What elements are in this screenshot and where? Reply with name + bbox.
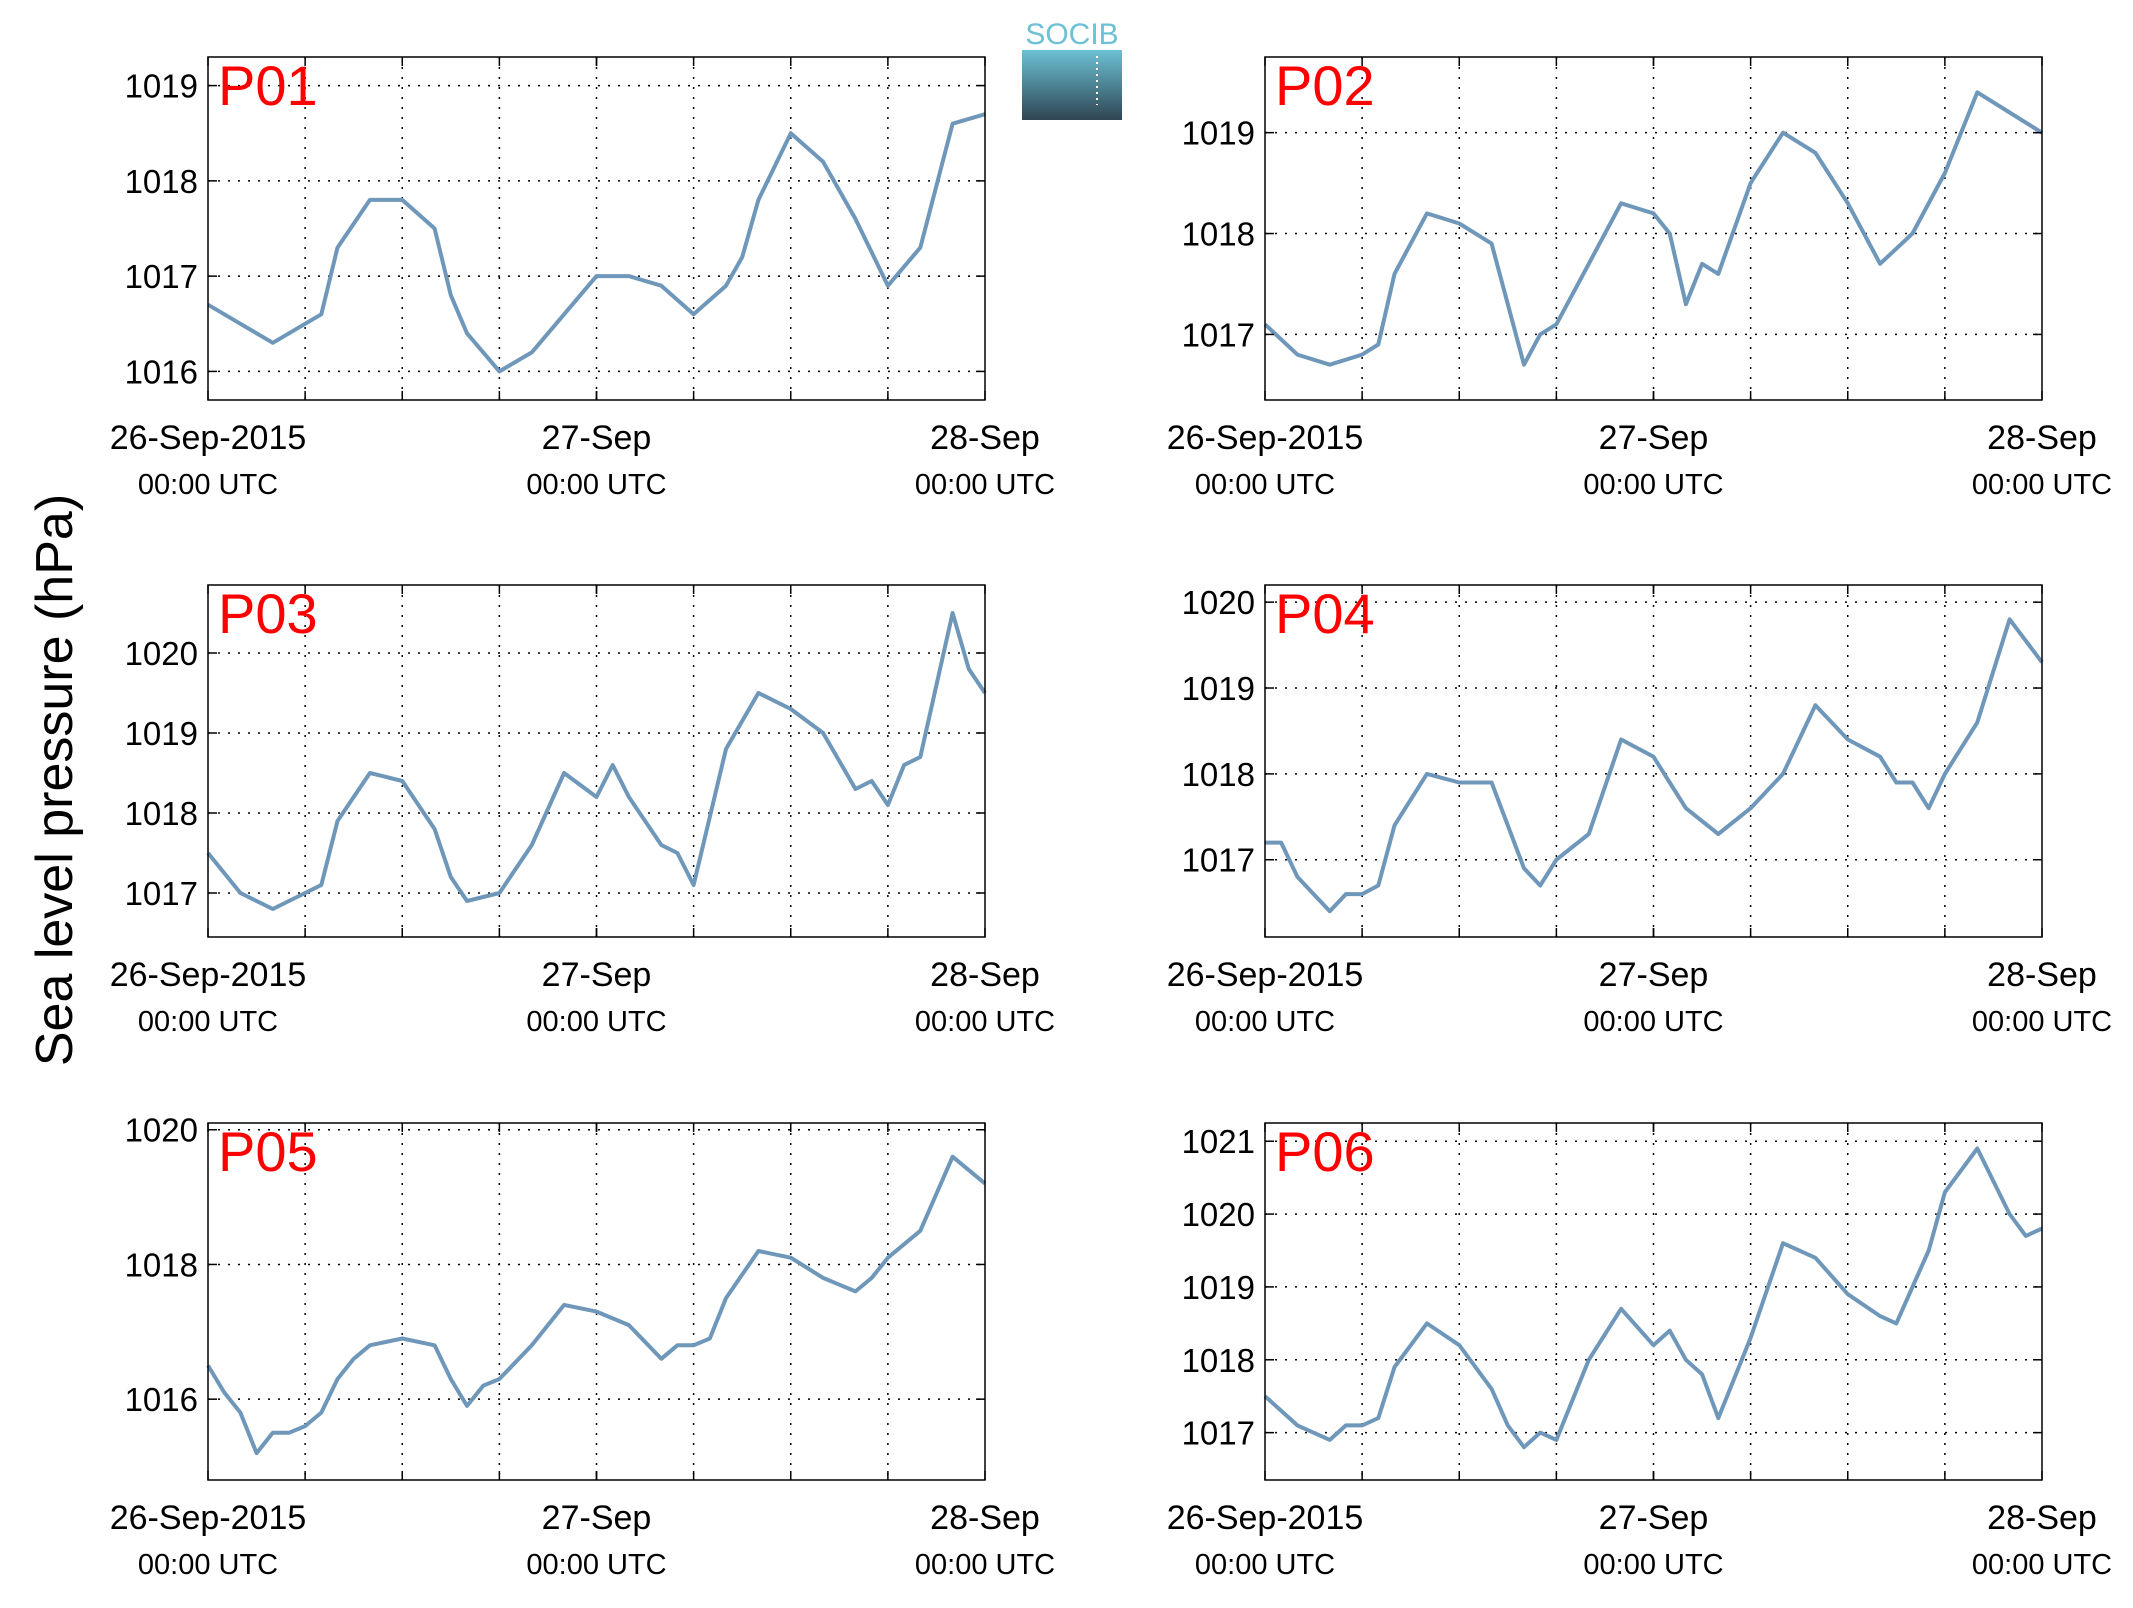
x-tick-time-label: 00:00 UTC — [1195, 1006, 1335, 1038]
x-tick-date-label: 27-Sep — [542, 419, 652, 457]
x-tick-date-label: 27-Sep — [1599, 419, 1709, 457]
logo-block — [1022, 50, 1122, 120]
pressure-series-line — [206, 1154, 987, 1456]
logo-text: SOCIB — [1025, 18, 1118, 51]
x-tick-time-label: 00:00 UTC — [526, 1549, 666, 1581]
y-tick-label: 1018 — [125, 795, 198, 832]
y-tick-label: 1016 — [125, 1381, 198, 1418]
x-tick-time-label: 00:00 UTC — [1583, 1549, 1723, 1581]
x-tick-date-label: 28-Sep — [930, 956, 1040, 994]
axes-frame — [207, 584, 986, 938]
y-tick-label: 1018 — [1182, 216, 1255, 253]
x-tick-time-label: 00:00 UTC — [138, 469, 278, 501]
y-tick-label: 1019 — [125, 68, 198, 105]
panel-p06: 1017 1018 1019 1020 1021 26-Sep-2015 00:00 UTC… — [1167, 1120, 2112, 1581]
panel-p03: 1017 1018 1019 1020 26-Sep-2015 00:00 UTC 27-S… — [110, 582, 1055, 1038]
x-tick-time-label: 00:00 UTC — [526, 1006, 666, 1038]
y-tick-label: 1020 — [1182, 584, 1255, 621]
x-tick-date-label: 27-Sep — [1599, 956, 1709, 994]
y-tick-label: 1019 — [125, 715, 198, 752]
y-tick-label: 1017 — [1182, 316, 1255, 353]
y-tick-label: 1016 — [125, 353, 198, 390]
x-tick-date-label: 26-Sep-2015 — [110, 1499, 307, 1537]
x-tick-date-label: 28-Sep — [1987, 956, 2097, 994]
x-tick-time-label: 00:00 UTC — [915, 1006, 1055, 1038]
x-tick-date-label: 26-Sep-2015 — [1167, 1499, 1364, 1537]
pressure-series-line — [206, 611, 987, 911]
socib-logo: SOCIB — [1022, 18, 1122, 120]
pressure-series-line — [1263, 1146, 2043, 1450]
y-tick-label: 1018 — [1182, 1342, 1255, 1379]
x-tick-time-label: 00:00 UTC — [1195, 469, 1335, 501]
y-tick-label: 1018 — [125, 163, 198, 200]
axes-frame — [1264, 584, 2043, 938]
panel-label: P05 — [218, 1120, 318, 1183]
x-tick-date-label: 27-Sep — [1599, 1499, 1709, 1537]
x-tick-date-label: 26-Sep-2015 — [1167, 419, 1364, 457]
x-tick-time-label: 00:00 UTC — [138, 1549, 278, 1581]
x-tick-time-label: 00:00 UTC — [1972, 1549, 2112, 1581]
x-tick-time-label: 00:00 UTC — [915, 469, 1055, 501]
pressure-series-line — [1265, 617, 2044, 914]
x-tick-time-label: 00:00 UTC — [1972, 1006, 2112, 1038]
pressure-series-line — [1263, 90, 2044, 367]
x-tick-date-label: 28-Sep — [1987, 1499, 2097, 1537]
panel-label: P01 — [218, 54, 318, 117]
y-tick-label: 1017 — [125, 875, 198, 912]
x-tick-date-label: 26-Sep-2015 — [110, 419, 307, 457]
x-tick-date-label: 27-Sep — [542, 1499, 652, 1537]
x-tick-time-label: 00:00 UTC — [526, 469, 666, 501]
y-axis-label: Sea level pressure (hPa) — [26, 494, 84, 1066]
axes-frame — [207, 1122, 986, 1481]
x-tick-time-label: 00:00 UTC — [1583, 1006, 1723, 1038]
axes-frame — [1264, 1122, 2043, 1481]
panel-label: P04 — [1275, 582, 1375, 645]
y-tick-label: 1019 — [1182, 115, 1255, 152]
x-tick-time-label: 00:00 UTC — [1195, 1549, 1335, 1581]
panel-p05: 1016 1018 1020 26-Sep-2015 00:00 UTC 27-Sep 00… — [110, 1112, 1055, 1581]
x-tick-date-label: 26-Sep-2015 — [110, 956, 307, 994]
panel-p04: 1017 1018 1019 1020 26-Sep-2015 00:00 UTC 27-S… — [1167, 582, 2112, 1038]
y-tick-label: 1017 — [1182, 1415, 1255, 1452]
y-tick-label: 1020 — [125, 635, 198, 672]
x-tick-date-label: 28-Sep — [930, 419, 1040, 457]
x-tick-time-label: 00:00 UTC — [1583, 469, 1723, 501]
pressure-series-line — [206, 112, 986, 374]
x-tick-date-label: 28-Sep — [930, 1499, 1040, 1537]
panel-p01: 1016 1017 1018 1019 26-Sep-2015 00:00 UTC 27-S… — [110, 54, 1055, 501]
y-tick-label: 1017 — [1182, 842, 1255, 879]
x-tick-date-label: 28-Sep — [1987, 419, 2097, 457]
panel-label: P06 — [1275, 1120, 1375, 1183]
y-tick-label: 1017 — [125, 258, 198, 295]
x-tick-time-label: 00:00 UTC — [915, 1549, 1055, 1581]
x-tick-date-label: 27-Sep — [542, 956, 652, 994]
panels-group: 1016 1017 1018 1019 26-Sep-2015 00:00 UTC 27-S… — [110, 54, 2112, 1581]
x-tick-time-label: 00:00 UTC — [1972, 469, 2112, 501]
y-tick-label: 1021 — [1182, 1123, 1255, 1160]
y-tick-label: 1019 — [1182, 1269, 1255, 1306]
panel-label: P02 — [1275, 54, 1375, 117]
y-tick-label: 1019 — [1182, 670, 1255, 707]
panel-label: P03 — [218, 582, 318, 645]
x-tick-time-label: 00:00 UTC — [138, 1006, 278, 1038]
y-tick-label: 1020 — [1182, 1196, 1255, 1233]
y-tick-label: 1018 — [1182, 756, 1255, 793]
panel-p02: 1017 1018 1019 26-Sep-2015 00:00 UTC 27-Sep 00… — [1167, 54, 2112, 501]
y-tick-label: 1020 — [125, 1112, 198, 1149]
x-tick-date-label: 26-Sep-2015 — [1167, 956, 1364, 994]
y-tick-label: 1018 — [125, 1246, 198, 1283]
